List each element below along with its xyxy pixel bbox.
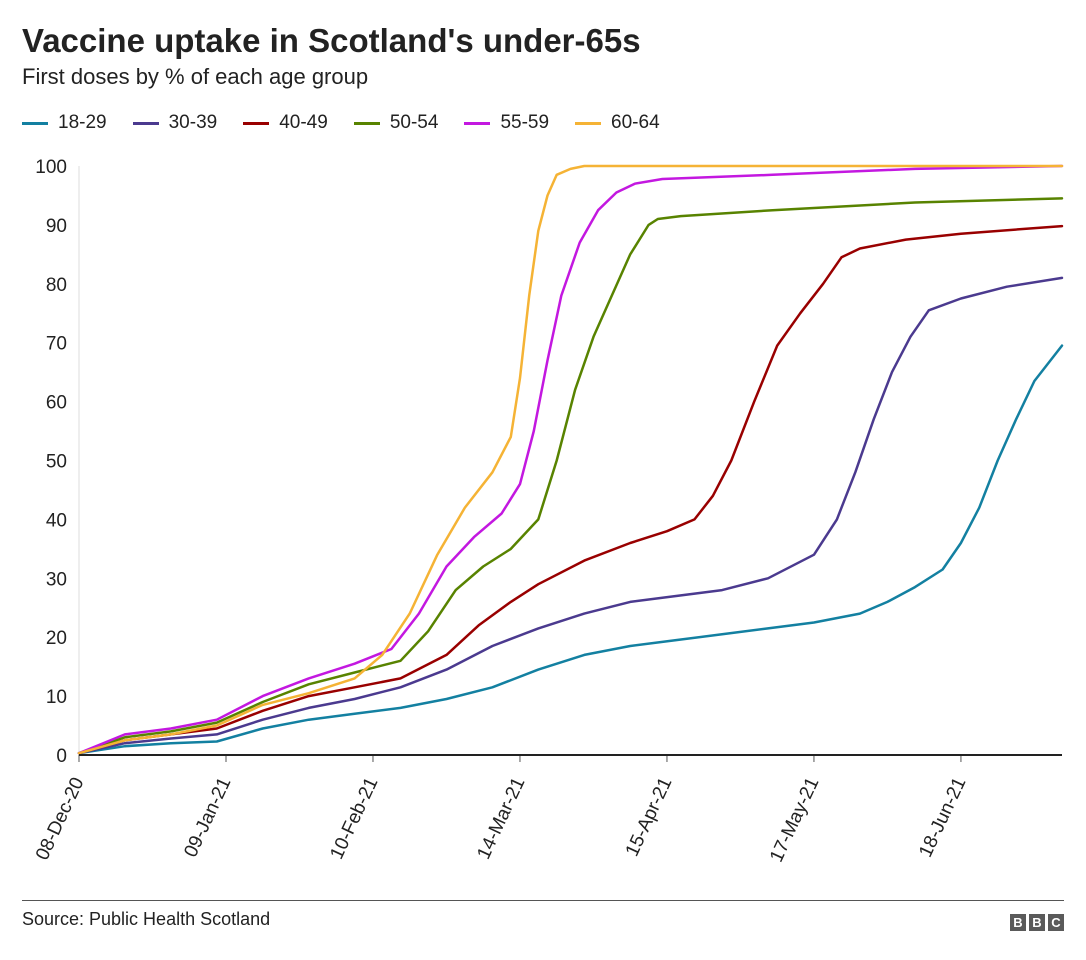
series-line-40-49 <box>77 224 1064 755</box>
y-tick-label: 80 <box>46 275 67 296</box>
legend-label: 40-49 <box>279 112 328 133</box>
y-tick-label: 30 <box>46 569 67 590</box>
y-tick-label: 10 <box>46 687 67 708</box>
legend-swatch <box>243 121 270 125</box>
legend-swatch <box>464 121 491 125</box>
y-tick-label: 70 <box>46 334 67 355</box>
chart-legend: 18-29 30-39 40-49 50-54 55-59 60-64 <box>22 112 686 134</box>
logo-letter: C <box>1048 914 1064 931</box>
x-tick-label: 10-Feb-21 <box>326 774 382 862</box>
legend-item: 30-39 <box>132 112 218 134</box>
line-chart: 0 10 20 30 40 50 60 70 80 90 100 08-Dec-20 09-Jan-21… <box>32 157 1064 865</box>
bbc-logo: B B C <box>1007 914 1064 931</box>
y-tick-label: 100 <box>35 157 67 178</box>
x-tick-label: 18-Jun-21 <box>915 774 970 860</box>
x-tick-label: 14-Mar-21 <box>473 774 529 862</box>
legend-swatch <box>353 121 380 125</box>
legend-swatch <box>575 121 602 125</box>
legend-swatch <box>132 121 159 125</box>
y-tick-label: 60 <box>46 393 67 414</box>
x-tick-label: 08-Dec-20 <box>32 774 89 863</box>
series-line-60-64 <box>77 164 1064 755</box>
series-line-30-39 <box>77 276 1064 755</box>
legend-label: 55-59 <box>500 112 550 133</box>
series-line-18-29 <box>77 344 1064 755</box>
y-tick-label: 50 <box>46 452 67 473</box>
y-tick-label: 0 <box>56 746 67 767</box>
footer-divider <box>22 900 1064 901</box>
legend-label: 50-54 <box>389 112 439 133</box>
x-tick-label: 17-May-21 <box>766 774 823 865</box>
legend-label: 60-64 <box>611 112 660 133</box>
series-line-55-59 <box>77 164 1064 755</box>
y-tick-label: 40 <box>46 510 67 531</box>
legend-swatch <box>22 121 48 125</box>
legend-item: 18-29 <box>22 112 107 134</box>
series-line-50-54 <box>77 197 1064 755</box>
chart-title: Vaccine uptake in Scotland's under-65s <box>22 22 641 59</box>
legend-item: 40-49 <box>243 112 328 134</box>
legend-item: 60-64 <box>575 112 660 134</box>
chart-subtitle: First doses by % of each age group <box>22 64 369 89</box>
x-tick-label: 15-Apr-21 <box>622 774 677 859</box>
legend-label: 30-39 <box>168 112 218 133</box>
legend-item: 50-54 <box>353 112 439 134</box>
x-tick-label: 09-Jan-21 <box>180 774 235 860</box>
legend-item: 55-59 <box>464 112 549 134</box>
logo-letter: B <box>1010 914 1026 931</box>
source-note: Source: Public Health Scotland <box>22 909 271 929</box>
logo-letter: B <box>1029 914 1045 931</box>
legend-label: 18-29 <box>58 112 107 133</box>
y-tick-label: 90 <box>46 216 67 237</box>
y-tick-label: 20 <box>46 628 67 649</box>
